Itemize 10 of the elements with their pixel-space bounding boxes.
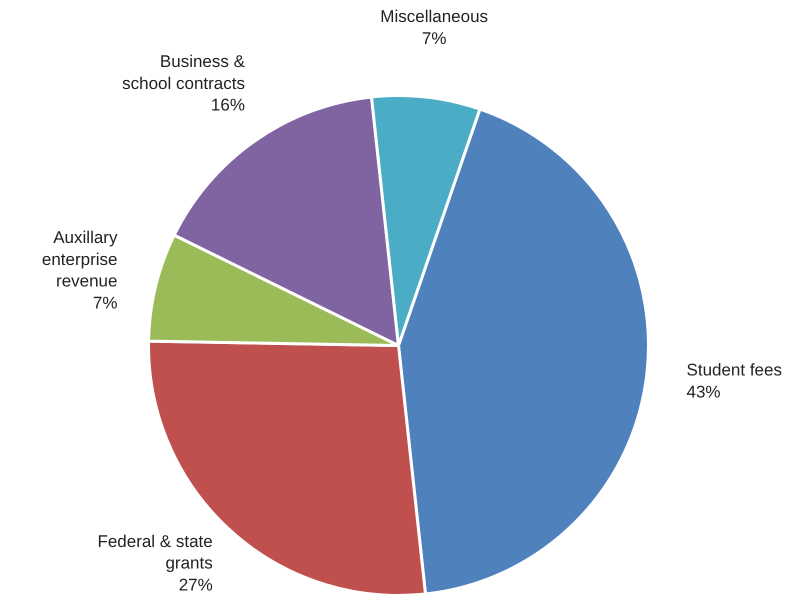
data-label: 7%: [92, 294, 118, 313]
slice-label: Business & school contracts: [122, 52, 246, 93]
data-label: 27%: [178, 576, 213, 595]
slice-label: Miscellaneous: [380, 7, 488, 26]
data-label: 7%: [422, 28, 446, 48]
slice-label: Auxillary enterprise revenue: [42, 228, 118, 291]
slice-label: Student fees: [686, 360, 782, 380]
data-label: 43%: [686, 382, 721, 402]
data-label: 16%: [210, 96, 245, 115]
slice-label: Federal & state grants: [97, 532, 213, 573]
